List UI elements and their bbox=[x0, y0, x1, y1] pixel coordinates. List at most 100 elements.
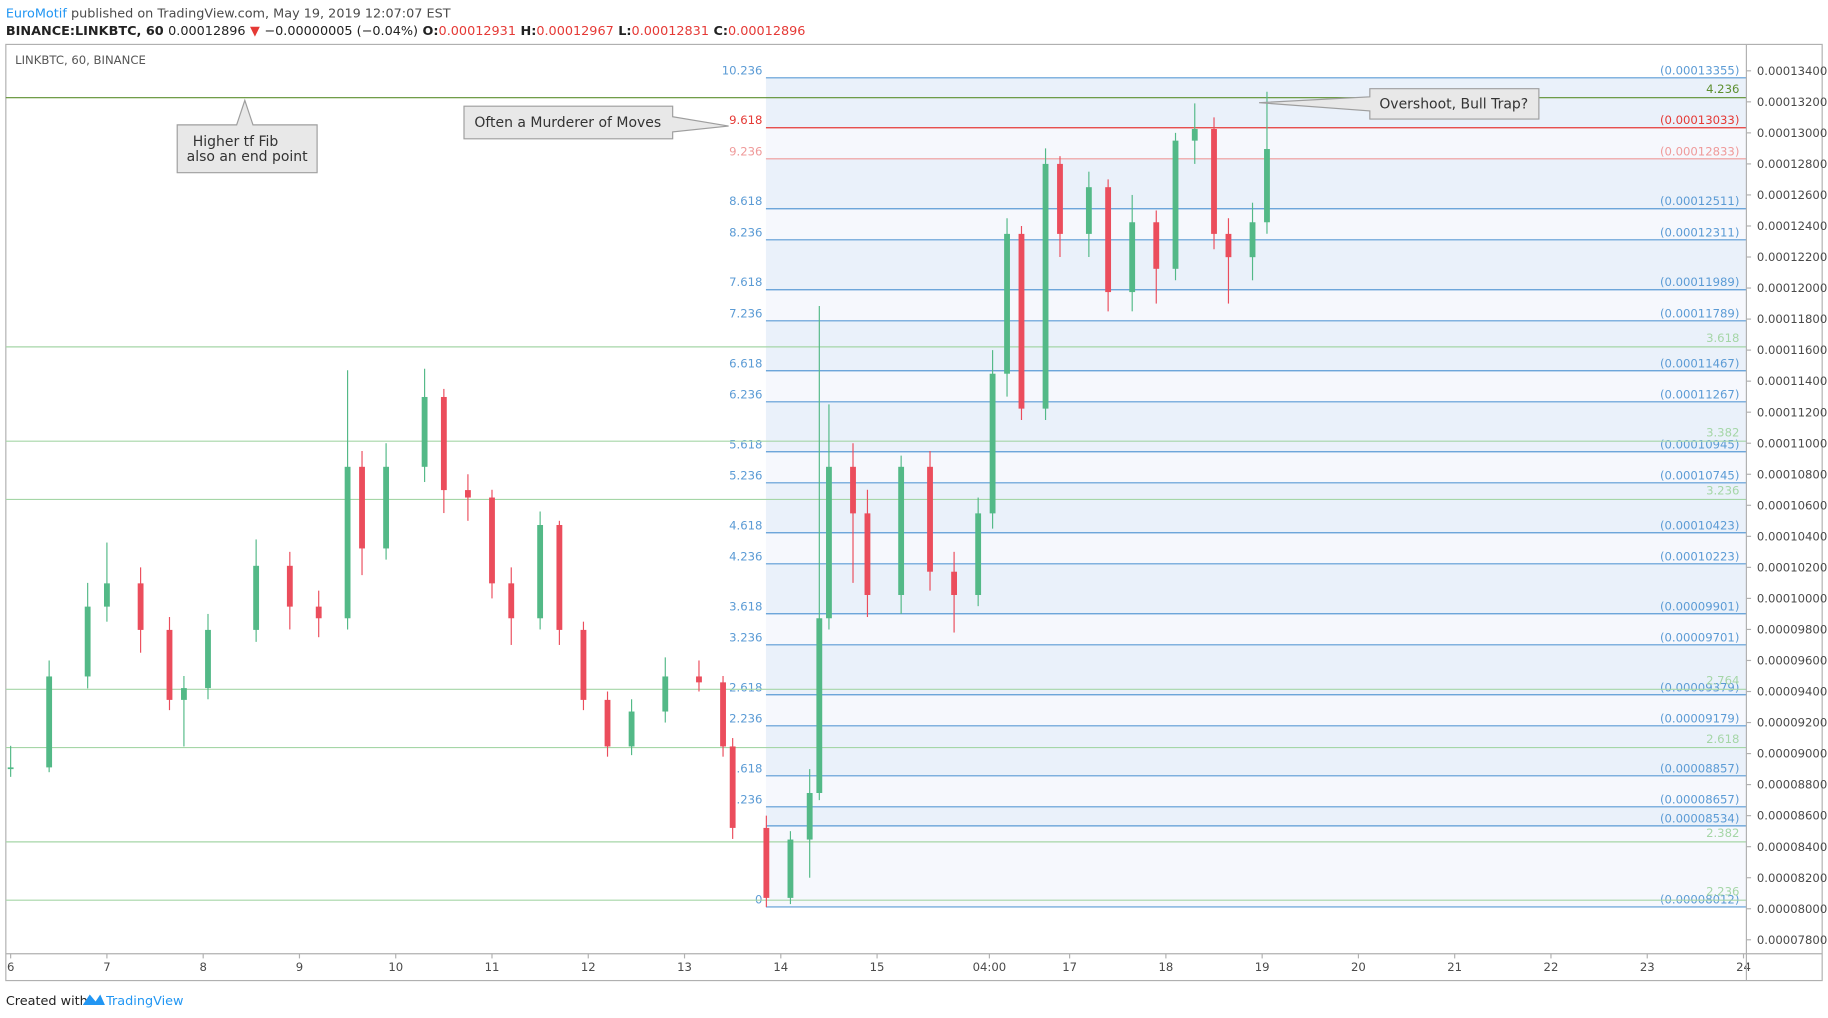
candle-body bbox=[315, 606, 322, 619]
htf-fib-label: 2.764 bbox=[1706, 674, 1739, 688]
candle-body bbox=[465, 490, 471, 498]
htf-fib-label: 2.236 bbox=[1706, 885, 1739, 899]
y-tick-label: 0.00012800 bbox=[1757, 157, 1827, 171]
fib-level-label: 9.236 bbox=[729, 144, 762, 158]
fib-level-label: 4.618 bbox=[729, 518, 762, 532]
footer-brand[interactable]: TradingView bbox=[105, 994, 183, 1009]
x-tick-label: 6 bbox=[7, 960, 14, 974]
x-tick-label: 14 bbox=[773, 960, 788, 974]
y-tick-label: 0.00011800 bbox=[1757, 312, 1827, 326]
axis-layer: 0.00007800 0.00008000 0.00008200 0.00008400… bbox=[7, 64, 1827, 974]
callout: Often a Murderer of Moves bbox=[463, 105, 729, 140]
callout-box bbox=[463, 105, 729, 140]
candle-body bbox=[253, 565, 260, 630]
y-tick-label: 0.00009200 bbox=[1757, 716, 1827, 730]
x-tick-label: 15 bbox=[870, 960, 885, 974]
callout-box bbox=[176, 98, 318, 174]
x-tick-label: 24 bbox=[1736, 960, 1751, 974]
y-tick-label: 0.00013400 bbox=[1757, 64, 1827, 78]
candle-body bbox=[989, 373, 996, 514]
symbol-line: BINANCE:LINKBTC, 60 0.00012896 ▼ −0.0000… bbox=[6, 24, 806, 39]
fib-price-label: (0.00012311) bbox=[1660, 225, 1739, 239]
candle-body bbox=[975, 513, 982, 595]
x-tick-label: 04:00 bbox=[973, 960, 1007, 974]
candle-body bbox=[850, 466, 856, 514]
fib-price-label: (0.00011989) bbox=[1660, 275, 1739, 289]
author[interactable]: EuroMotif bbox=[6, 7, 68, 22]
open: 0.00012931 bbox=[439, 24, 516, 39]
x-tick-label: 11 bbox=[485, 960, 500, 974]
htf-fib-label: 3.236 bbox=[1706, 484, 1739, 498]
fib-price-label: (0.00010223) bbox=[1660, 549, 1739, 563]
fib-level-label: 3.236 bbox=[729, 630, 762, 644]
y-tick-label: 0.00009600 bbox=[1757, 654, 1827, 668]
publish-line: EuroMotif published on TradingView.com, … bbox=[6, 7, 451, 22]
candle-body bbox=[787, 839, 794, 898]
fib-price-label: (0.00009379) bbox=[1660, 680, 1739, 694]
candle-body bbox=[556, 525, 563, 630]
x-tick-label: 18 bbox=[1158, 960, 1173, 974]
candle-body bbox=[166, 629, 173, 700]
candle-body bbox=[1042, 163, 1049, 409]
candle-body bbox=[181, 688, 187, 700]
candle-body bbox=[46, 676, 53, 768]
y-tick-label: 0.00010200 bbox=[1757, 560, 1827, 574]
callout-box bbox=[1259, 88, 1540, 120]
y-tick-label: 0.00010800 bbox=[1757, 467, 1827, 481]
fib-price-label: (0.00008857) bbox=[1660, 761, 1739, 775]
x-tick-label: 23 bbox=[1640, 960, 1655, 974]
fib-band bbox=[765, 613, 1747, 645]
x-tick-label: 13 bbox=[677, 960, 692, 974]
fib-price-label: (0.00010745) bbox=[1660, 468, 1739, 482]
candle-body bbox=[1211, 128, 1217, 234]
fib-level-label: 10.236 bbox=[722, 63, 763, 77]
annotation: Overshoot, Bull Trap? bbox=[1379, 97, 1528, 113]
x-tick-label: 12 bbox=[581, 960, 596, 974]
y-tick-label: 0.00012400 bbox=[1757, 219, 1827, 233]
y-tick-label: 0.00013000 bbox=[1757, 126, 1827, 140]
candle-body bbox=[103, 583, 110, 607]
y-tick-label: 0.00012000 bbox=[1757, 281, 1827, 295]
fib-level-label: 2.236 bbox=[729, 711, 762, 725]
footer-created: Created with bbox=[6, 994, 88, 1009]
fib-band bbox=[765, 239, 1747, 290]
htf-fib-label: 2.382 bbox=[1706, 826, 1739, 840]
candle-body bbox=[864, 513, 871, 595]
candle-body bbox=[696, 676, 702, 683]
y-tick-label: 0.00007800 bbox=[1757, 933, 1827, 947]
low-label: L: bbox=[618, 24, 631, 39]
fib-level-label: 4.236 bbox=[729, 549, 762, 563]
x-tick-label: 21 bbox=[1447, 960, 1462, 974]
fib-price-label: (0.00009701) bbox=[1660, 630, 1739, 644]
y-tick-label: 0.00010400 bbox=[1757, 529, 1827, 543]
x-tick-label: 22 bbox=[1544, 960, 1559, 974]
candle-body bbox=[729, 746, 736, 828]
fib-layer: (0.00013355) 10.236 (0.00013033) 9.618 (0.00… bbox=[722, 63, 1747, 908]
fib-level-label: 2.618 bbox=[729, 680, 762, 694]
fib-band bbox=[765, 825, 1747, 907]
y-tick-label: 0.00009000 bbox=[1757, 747, 1827, 761]
y-tick-label: 0.00011600 bbox=[1757, 343, 1827, 357]
y-tick-label: 0.00012200 bbox=[1757, 250, 1827, 264]
change: −0.00000005 (−0.04%) bbox=[264, 24, 418, 39]
candle-body bbox=[421, 396, 428, 467]
candle-body bbox=[1057, 163, 1063, 234]
fib-level-label: 6.236 bbox=[729, 387, 762, 401]
fib-price-label: (0.00009179) bbox=[1660, 711, 1739, 725]
x-tick-label: 9 bbox=[296, 960, 303, 974]
y-tick-label: 0.00010000 bbox=[1757, 591, 1827, 605]
candle-body bbox=[205, 629, 211, 689]
fib-band bbox=[765, 401, 1747, 452]
candle-body bbox=[951, 571, 958, 595]
candle-body bbox=[1129, 222, 1136, 293]
fib-band bbox=[765, 532, 1747, 564]
fib-level-label: 5.236 bbox=[729, 468, 762, 482]
candle-body bbox=[1191, 128, 1198, 141]
candle-body bbox=[662, 676, 669, 712]
fib-level-label: 9.618 bbox=[729, 113, 762, 127]
candle-body bbox=[1249, 222, 1256, 258]
candle-body bbox=[580, 629, 587, 700]
candle-body bbox=[1264, 149, 1270, 223]
candle-body bbox=[628, 711, 635, 747]
